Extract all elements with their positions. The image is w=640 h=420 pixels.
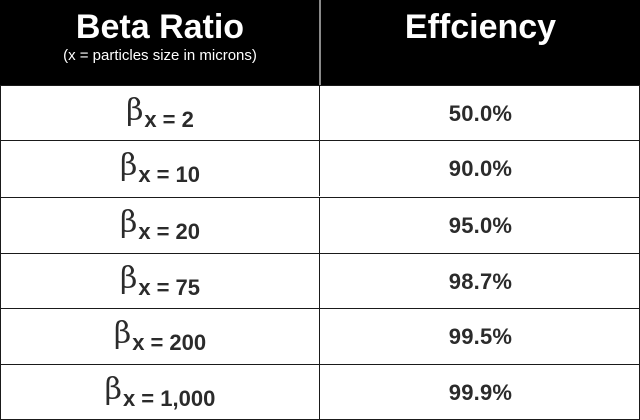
beta-cell: β x = 200 [0,309,320,364]
beta-subscript: x [144,107,157,132]
equals-sign: = [141,386,155,411]
header-beta-ratio-subtitle: (x = particles size in microns) [63,47,257,64]
equals-sign: = [162,107,176,132]
efficiency-value: 99.9% [448,379,513,405]
beta-value: 75 [175,275,201,300]
column-divider [319,141,320,196]
equals-sign: = [156,275,170,300]
beta-value: 2 [181,107,194,132]
efficiency-value: 95.0% [448,212,513,238]
beta-symbol: β [104,372,123,407]
efficiency-value: 90.0% [448,155,513,181]
efficiency-value: 50.0% [448,100,513,126]
beta-subscript: x [138,219,151,244]
header-divider [319,0,321,85]
efficiency-cell: 98.7% [321,254,640,309]
column-divider [319,254,320,309]
beta-subscript: x [123,386,136,411]
efficiency-cell: 99.9% [321,365,640,420]
efficiency-value: 99.5% [448,323,513,349]
beta-cell: β x = 75 [0,254,320,309]
header-efficiency: Effciency [321,0,640,85]
beta-subscript: x [132,330,145,355]
beta-cell: β x = 20 [0,198,320,253]
table-row: β x = 200 99.5% [0,308,640,364]
table-row: β x = 75 98.7% [0,253,640,309]
beta-symbol: β [113,316,132,351]
table-row: β x = 10 90.0% [0,140,640,196]
efficiency-cell: 50.0% [321,86,640,141]
table-row: β x = 1,000 99.9% [0,364,640,420]
equals-sign: = [156,162,170,187]
beta-value: 1,000 [160,386,216,411]
header-efficiency-title: Effciency [404,8,557,46]
beta-symbol: β [126,93,144,128]
beta-value: 20 [175,219,201,244]
beta-value: 200 [169,330,207,355]
efficiency-cell: 99.5% [321,309,640,364]
header-beta-ratio: Beta Ratio (x = particles size in micron… [0,0,320,85]
efficiency-cell: 95.0% [321,198,640,253]
table-row: β x = 2 50.0% [0,85,640,141]
equals-sign: = [156,219,170,244]
column-divider [319,198,320,253]
efficiency-value: 98.7% [448,268,513,294]
column-divider [319,86,320,141]
beta-cell: β x = 1,000 [0,365,320,420]
column-divider [319,365,320,420]
beta-symbol: β [119,148,138,183]
equals-sign: = [150,330,164,355]
beta-cell: β x = 10 [0,141,320,196]
table-header: Beta Ratio (x = particles size in micron… [0,0,640,85]
efficiency-cell: 90.0% [321,141,640,196]
beta-cell: β x = 2 [0,86,320,141]
beta-subscript: x [138,162,151,187]
table-row: β x = 20 95.0% [0,197,640,253]
table-left-border [0,85,1,420]
beta-symbol: β [119,205,138,240]
beta-value: 10 [175,162,201,187]
column-divider [319,309,320,364]
beta-subscript: x [138,275,151,300]
header-beta-ratio-title: Beta Ratio [75,8,245,46]
beta-symbol: β [119,261,138,296]
